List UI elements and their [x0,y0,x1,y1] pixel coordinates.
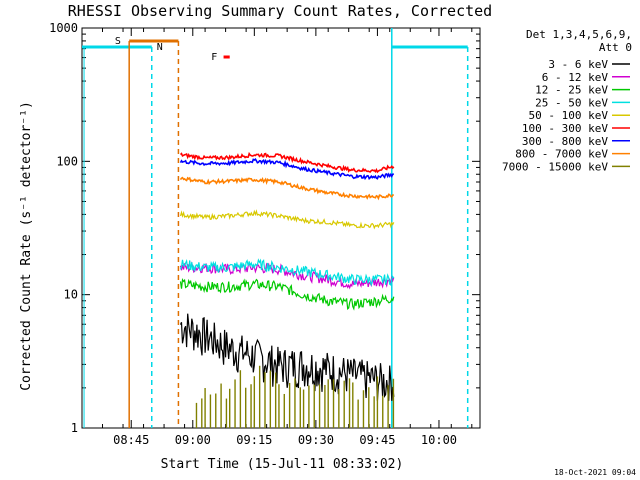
legend-label: 100 - 300 keV [522,122,608,135]
x-tick-label: 09:45 [359,433,395,447]
series-line-6 [179,151,395,174]
night-flag-label: N [157,42,163,53]
footer-date: 18-Oct-2021 09:04 [554,468,636,477]
saa-flag-label: S [115,36,121,47]
series-line-4 [179,258,395,287]
series-line-3 [179,277,395,311]
x-tick-label: 08:45 [113,433,149,447]
x-tick-label: 09:15 [236,433,272,447]
y-tick-label: 10 [64,288,78,302]
legend-label: 800 - 7000 keV [515,148,608,161]
series-line-1 [179,313,395,401]
chart-title: RHESSI Observing Summary Count Rates, Co… [68,2,492,20]
x-tick-label: 09:30 [298,433,334,447]
legend-label: 25 - 50 keV [535,96,608,109]
series-line-8 [179,176,394,201]
legend-label: 7000 - 15000 keV [502,160,608,173]
y-axis-label: Corrected Count Rate (s⁻¹ detector⁻¹) [19,101,34,391]
y-tick-label: 1000 [49,21,78,35]
legend-label: 3 - 6 keV [548,58,608,71]
legend-label: 6 - 12 keV [542,71,609,84]
plot-frame [81,27,481,429]
x-tick-label: 09:00 [175,433,211,447]
y-tick-label: 1 [71,421,78,435]
series-line-5 [179,209,395,230]
y-tick-label: 100 [56,154,78,168]
legend-header-line-2: Att 0 [599,41,632,54]
legend-label: 12 - 25 keV [535,84,608,97]
legend-label: 50 - 100 keV [529,109,609,122]
x-tick-label: 10:00 [421,433,457,447]
legend-label: 300 - 800 keV [522,135,608,148]
legend-header-line-1: Det 1,3,4,5,6,9, [526,28,632,41]
x-axis-label: Start Time (15-Jul-11 08:33:02) [161,457,404,472]
flare-flag-label: F [211,52,217,63]
series-line-7 [179,158,395,181]
